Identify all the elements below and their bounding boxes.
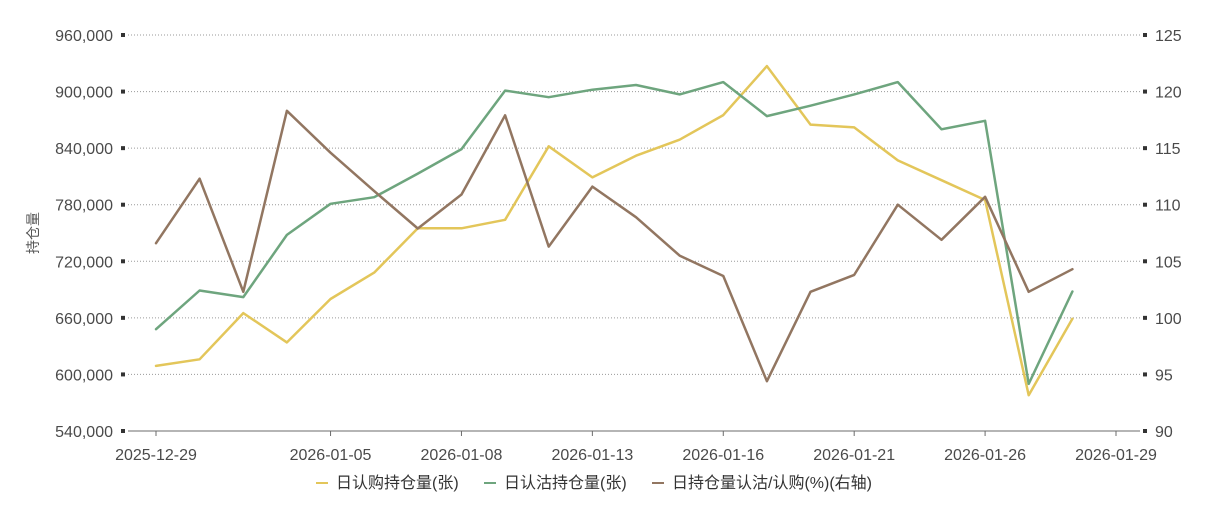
left-axis: 540,000 600,000 660,000 720,000 780,000 840,0… (55, 28, 125, 441)
x-tick-label: 2026-01-21 (813, 447, 895, 464)
x-tick-label: 2026-01-08 (421, 447, 503, 464)
legend-item-3[interactable]: 日持仓量认沽/认购(%)(右轴) (652, 474, 872, 492)
right-tick-mark (1143, 372, 1147, 377)
left-tick-label: 960,000 (55, 28, 113, 45)
series-lines (154, 64, 1074, 397)
grid-lines (128, 34, 1140, 432)
legend-item-2[interactable]: 日认沽持仓量(张) (484, 474, 627, 492)
right-tick-mark (1143, 429, 1147, 433)
legend-label: 日认沽持仓量(张) (504, 474, 627, 492)
right-tick-label: 105 (1155, 254, 1182, 271)
left-tick-mark (121, 33, 125, 37)
right-tick-mark (1143, 146, 1147, 151)
series-line-3 (154, 109, 1074, 383)
left-tick-label: 600,000 (55, 367, 113, 384)
left-tick-mark (121, 315, 125, 320)
right-tick-label: 120 (1155, 85, 1182, 102)
legend[interactable]: 日认购持仓量(张) 日认沽持仓量(张) 日持仓量认沽/认购(%)(右轴) (316, 474, 872, 492)
left-tick-mark (121, 372, 125, 377)
right-tick-label: 100 (1155, 311, 1182, 328)
left-tick-label: 660,000 (55, 311, 113, 328)
legend-label: 日持仓量认沽/认购(%)(右轴) (672, 474, 872, 492)
legend-item-1[interactable]: 日认购持仓量(张) (316, 474, 459, 492)
left-tick-mark (121, 429, 125, 433)
x-tick-label: 2026-01-26 (944, 447, 1026, 464)
left-tick-mark (121, 89, 125, 94)
x-tick-label: 2026-01-13 (551, 447, 633, 464)
left-tick-label: 840,000 (55, 141, 113, 158)
right-axis: 90 95 100 105 110 115 120 125 (1143, 28, 1182, 441)
series-line-2 (154, 80, 1074, 386)
left-tick-label: 780,000 (55, 198, 113, 215)
right-tick-label: 125 (1155, 28, 1182, 45)
left-tick-label: 540,000 (55, 424, 113, 441)
x-tick-label: 2026-01-05 (290, 447, 372, 464)
right-tick-label: 115 (1155, 141, 1181, 158)
x-tick-label: 2026-01-29 (1075, 447, 1157, 464)
series-line-1 (154, 64, 1074, 397)
right-tick-mark (1143, 89, 1147, 94)
left-tick-label: 900,000 (55, 85, 113, 102)
left-tick-mark (121, 259, 125, 264)
left-tick-label: 720,000 (55, 254, 113, 271)
right-tick-mark (1143, 33, 1147, 37)
left-tick-mark (121, 202, 125, 207)
x-tick-label: 2025-12-29 (115, 447, 197, 464)
right-tick-mark (1143, 315, 1147, 320)
right-tick-label: 90 (1155, 424, 1173, 441)
right-tick-mark (1143, 259, 1147, 264)
x-axis: 2025-12-29 2026-01-05 2026-01-08 2026-01-13… (115, 430, 1157, 464)
left-tick-mark (121, 146, 125, 151)
right-tick-mark (1143, 202, 1147, 207)
legend-label: 日认购持仓量(张) (336, 474, 459, 492)
left-axis-title: 持仓量 (25, 212, 41, 254)
x-tick-label: 2026-01-16 (682, 447, 764, 464)
right-tick-label: 95 (1155, 367, 1173, 384)
right-tick-label: 110 (1155, 198, 1181, 215)
